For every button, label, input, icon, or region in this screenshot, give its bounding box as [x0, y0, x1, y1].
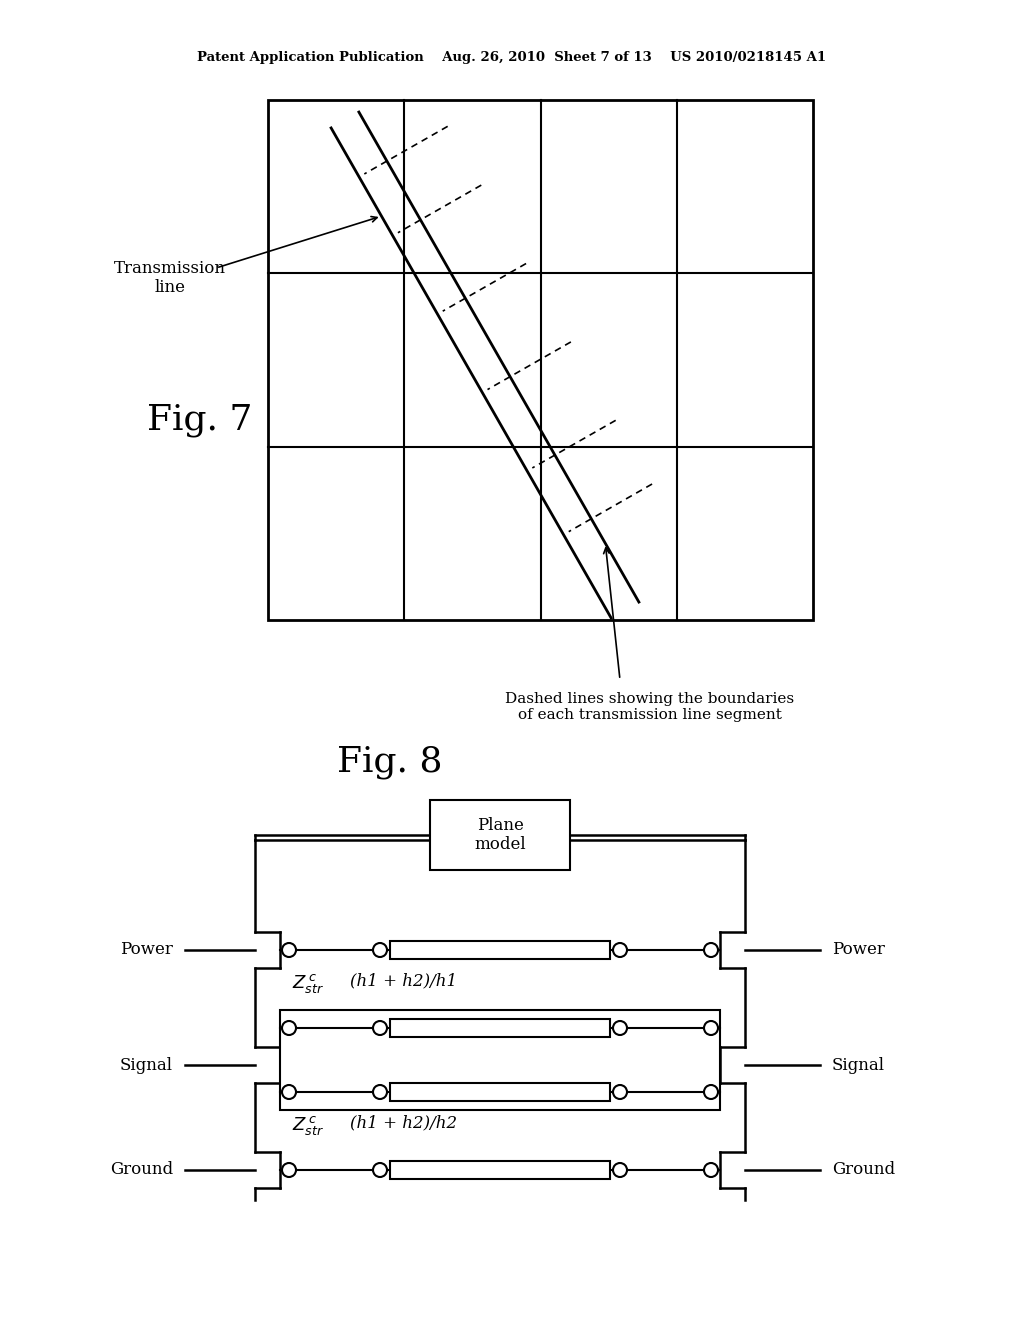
Bar [390, 1082, 610, 1101]
Text: (h1 + h2)/h2: (h1 + h2)/h2 [350, 1114, 457, 1131]
Circle shape [705, 1020, 718, 1035]
Circle shape [373, 1085, 387, 1100]
Circle shape [282, 1020, 296, 1035]
Text: Signal: Signal [831, 1056, 885, 1073]
Text: Plane
model: Plane model [474, 817, 525, 853]
Text: Signal: Signal [120, 1056, 173, 1073]
Text: Fig. 8: Fig. 8 [337, 744, 442, 779]
Circle shape [705, 1163, 718, 1177]
Bar [390, 1019, 610, 1038]
Bar [430, 800, 570, 870]
Bar [390, 1162, 610, 1179]
Bar [390, 941, 610, 960]
Circle shape [282, 1163, 296, 1177]
Circle shape [613, 942, 627, 957]
Text: (h1 + h2)/h1: (h1 + h2)/h1 [350, 972, 457, 989]
Circle shape [373, 942, 387, 957]
Text: Power: Power [831, 941, 885, 958]
Text: Patent Application Publication    Aug. 26, 2010  Sheet 7 of 13    US 2010/021814: Patent Application Publication Aug. 26, … [198, 51, 826, 65]
Text: Dashed lines showing the boundaries
of each transmission line segment: Dashed lines showing the boundaries of e… [506, 692, 795, 722]
Circle shape [705, 1085, 718, 1100]
Circle shape [373, 1020, 387, 1035]
Text: $Z^{\,c}_{str}$: $Z^{\,c}_{str}$ [292, 972, 324, 995]
Bar [280, 1010, 720, 1110]
Text: $Z^{\,c}_{str}$: $Z^{\,c}_{str}$ [292, 1114, 324, 1137]
Circle shape [705, 942, 718, 957]
Circle shape [613, 1163, 627, 1177]
Text: Fig. 7: Fig. 7 [147, 403, 253, 437]
Circle shape [613, 1020, 627, 1035]
Circle shape [373, 1163, 387, 1177]
Circle shape [282, 1085, 296, 1100]
Text: Ground: Ground [831, 1162, 895, 1179]
Circle shape [282, 942, 296, 957]
Text: Ground: Ground [110, 1162, 173, 1179]
Circle shape [613, 1085, 627, 1100]
Bar [268, 100, 813, 620]
Text: Transmission
line: Transmission line [114, 260, 226, 296]
Text: Power: Power [120, 941, 173, 958]
